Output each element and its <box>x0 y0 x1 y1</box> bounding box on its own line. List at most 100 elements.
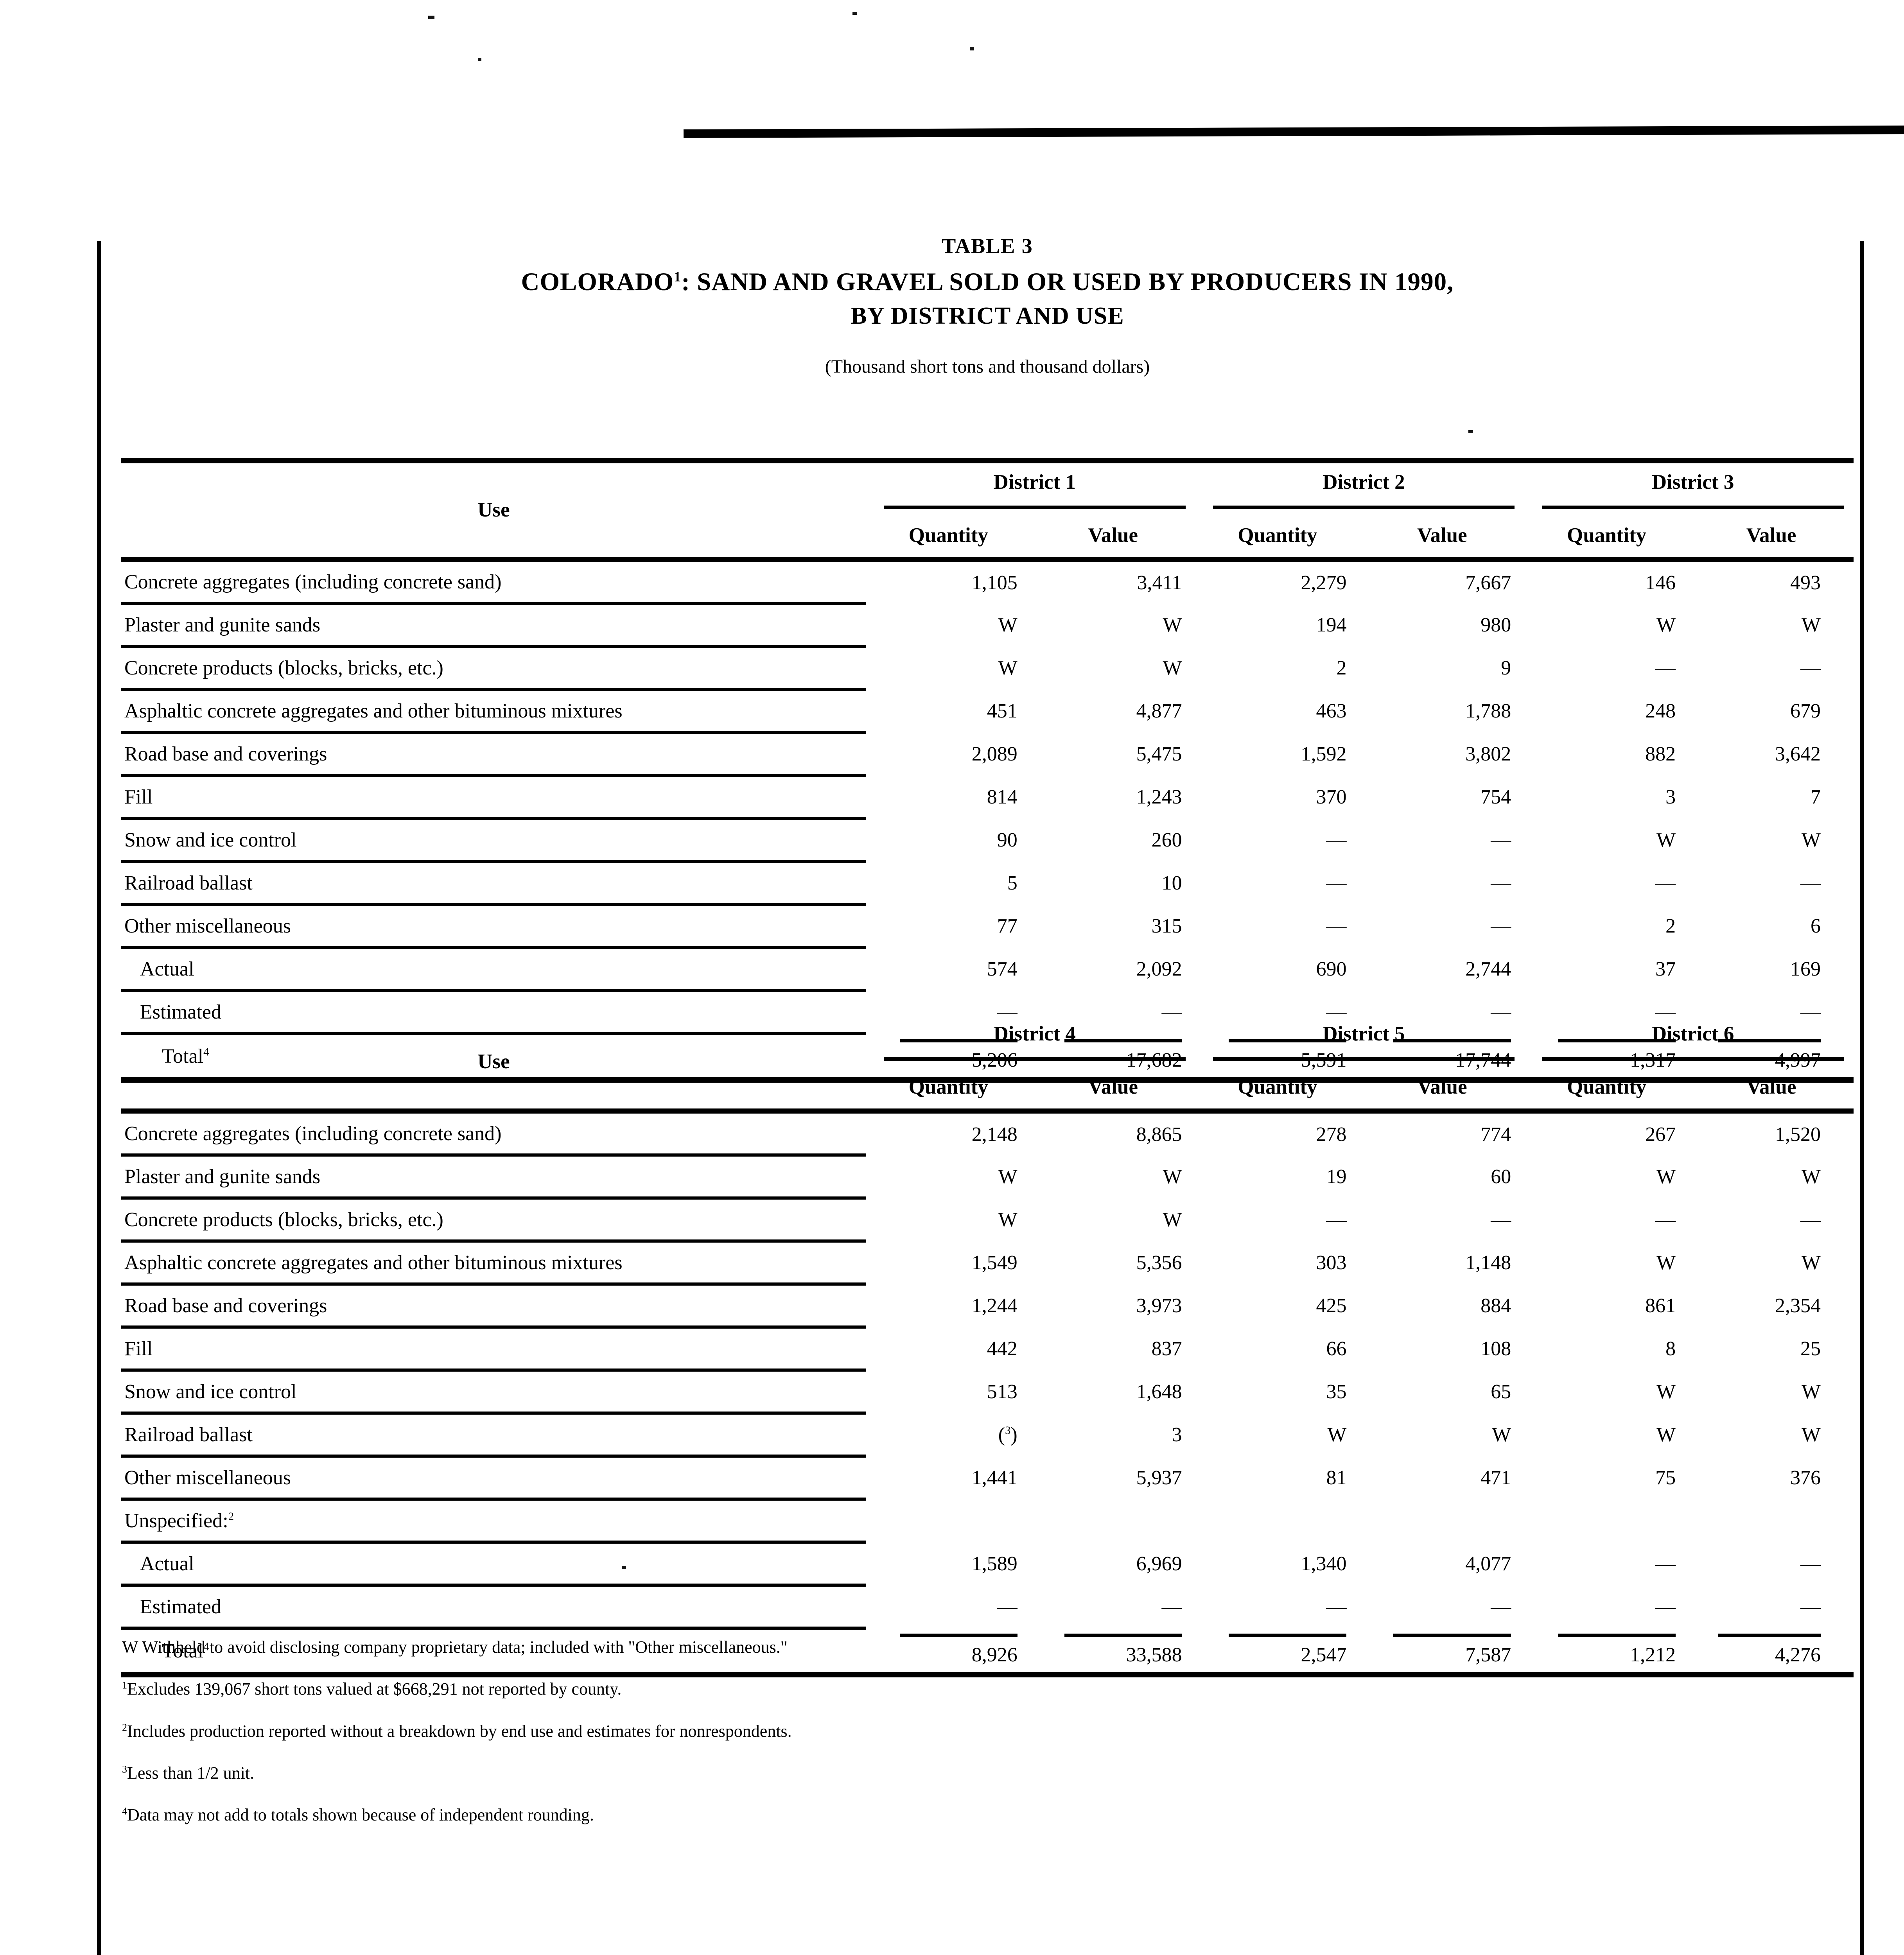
cell-value: 370 <box>1316 786 1347 808</box>
row-label: Unspecified:2 <box>121 1499 866 1544</box>
cell-value: 1,788 <box>1465 699 1511 722</box>
table-body: Concrete aggregates (including concrete … <box>121 559 1854 1083</box>
cell-value: 194 <box>1316 613 1347 636</box>
district-3-header: District 3 <box>1524 461 1854 514</box>
cell-value: 248 <box>1645 699 1676 722</box>
cell-value: — <box>1655 1552 1676 1575</box>
cell-value: — <box>1800 1001 1821 1023</box>
cell-value: (3) <box>998 1423 1018 1446</box>
cell-value <box>866 1499 1031 1542</box>
row-label: Actual <box>121 1542 866 1587</box>
cell-value: 1,441 <box>971 1466 1018 1489</box>
table-row: Unspecified:2 <box>121 1499 1854 1544</box>
cell-value: W <box>1163 656 1182 679</box>
cell-value: 814 <box>987 786 1018 808</box>
cell-value: W <box>998 656 1018 679</box>
row-label: Plaster and gunite sands <box>121 1155 866 1200</box>
table-row: Concrete aggregates (including concrete … <box>121 1111 1854 1157</box>
cell-value <box>1360 1499 1524 1542</box>
cell-value: 980 <box>1480 613 1511 636</box>
scan-speck <box>428 16 434 19</box>
cell-value: 861 <box>1645 1294 1676 1317</box>
cell-value: — <box>1491 829 1511 851</box>
cell-value: — <box>1326 872 1347 894</box>
footnote-text: Includes production reported without a b… <box>127 1721 792 1741</box>
units-note: (Thousand short tons and thousand dollar… <box>825 356 1150 377</box>
total-label: Total4 <box>121 1628 866 1677</box>
main-title: COLORADO1: SAND AND GRAVEL SOLD OR USED … <box>121 267 1854 297</box>
district-6-header: District 6 <box>1524 1015 1854 1065</box>
cell-value: W <box>1163 1208 1182 1231</box>
row-label: Plaster and gunite sands <box>121 603 866 648</box>
cell-value: — <box>997 1001 1018 1023</box>
cell-value: 882 <box>1645 743 1676 765</box>
cell-value: 3 <box>1665 786 1676 808</box>
cell-value: 9 <box>1501 656 1511 679</box>
cell-value: 3,802 <box>1465 743 1511 765</box>
cell-value: 10 <box>1161 872 1182 894</box>
table-body: Concrete aggregates (including concrete … <box>121 1111 1854 1677</box>
cell-value: 37 <box>1655 958 1676 980</box>
total-value: 2,547 <box>1195 1628 1360 1677</box>
cell-value: 471 <box>1480 1466 1511 1489</box>
row-label: Fill <box>121 775 866 820</box>
quantity-column-header: Quantity <box>1195 514 1360 562</box>
table-row: Asphaltic concrete aggregates and other … <box>121 1241 1854 1286</box>
row-label: Concrete products (blocks, bricks, etc.) <box>121 1198 866 1243</box>
main-title-rest: : SAND AND GRAVEL SOLD OR USED BY PRODUC… <box>681 268 1454 296</box>
cell-value: 463 <box>1316 699 1347 722</box>
cell-value: 3,973 <box>1136 1294 1182 1317</box>
cell-value: — <box>1491 1001 1511 1023</box>
cell-value: 7 <box>1811 786 1821 808</box>
cell-value: 2,089 <box>971 743 1018 765</box>
footnote-text: Excludes 139,067 short tons valued at $6… <box>127 1679 622 1699</box>
cell-value: 2,354 <box>1775 1294 1821 1317</box>
cell-value: 1,340 <box>1301 1552 1347 1575</box>
row-label: Railroad ballast <box>121 1413 866 1458</box>
table-row: Fill 814 1,243 370 754 3 7 <box>121 775 1854 820</box>
quantity-column-header: Quantity <box>1524 1065 1689 1114</box>
cell-value: 8 <box>1665 1337 1676 1360</box>
cell-value: 4,877 <box>1136 699 1182 722</box>
scan-speck <box>852 12 857 15</box>
cell-value: 1,589 <box>971 1552 1018 1575</box>
row-label: Road base and coverings <box>121 732 866 777</box>
cell-value: 75 <box>1655 1466 1676 1489</box>
cell-value: 1,648 <box>1136 1380 1182 1403</box>
cell-value: 19 <box>1326 1165 1347 1188</box>
district-table-1: Use District 1 District 2 District 3 Qua… <box>121 458 1854 1083</box>
district-1-header: District 1 <box>866 461 1195 514</box>
cell-value: 513 <box>987 1380 1018 1403</box>
footnote: 4Data may not add to totals shown becaus… <box>122 1805 1804 1824</box>
district-4-header: District 4 <box>866 1015 1195 1065</box>
footnote: 3Less than 1/2 unit. <box>122 1763 1804 1783</box>
table-row: Other miscellaneous 1,441 5,937 81 471 75 376 <box>121 1456 1854 1501</box>
scan-speck <box>970 47 974 50</box>
cell-value: 1,520 <box>1775 1123 1821 1146</box>
cell-value: W <box>1656 1251 1676 1274</box>
row-label: Railroad ballast <box>121 861 866 906</box>
use-column-header: Use <box>121 461 866 562</box>
cell-value: 3,642 <box>1775 743 1821 765</box>
district-2-header: District 2 <box>1195 461 1525 514</box>
cell-value: 169 <box>1790 958 1821 980</box>
cell-value: 425 <box>1316 1294 1347 1317</box>
row-label: Asphaltic concrete aggregates and other … <box>121 689 866 734</box>
cell-value: W <box>1801 1251 1821 1274</box>
cell-value: — <box>1491 872 1511 894</box>
row-label: Concrete products (blocks, bricks, etc.) <box>121 646 866 691</box>
row-label: Other miscellaneous <box>121 1456 866 1501</box>
cell-value: — <box>1800 872 1821 894</box>
cell-value: W <box>1656 829 1676 851</box>
value-column-header: Value <box>1360 1065 1525 1114</box>
table-row: Railroad ballast 5 10 — — — — <box>121 861 1854 906</box>
district-3-label: District 3 <box>1542 470 1844 509</box>
cell-value: 146 <box>1645 571 1676 594</box>
district-header-row: Use District 4 District 5 District 6 <box>121 1015 1854 1114</box>
district-5-label: District 5 <box>1213 1022 1515 1061</box>
cell-value: 2,092 <box>1136 958 1182 980</box>
cell-value: 1,592 <box>1301 743 1347 765</box>
table-title-block: TABLE 3 COLORADO1: SAND AND GRAVEL SOLD … <box>121 234 1854 377</box>
footnote: 2Includes production reported without a … <box>122 1722 1804 1741</box>
